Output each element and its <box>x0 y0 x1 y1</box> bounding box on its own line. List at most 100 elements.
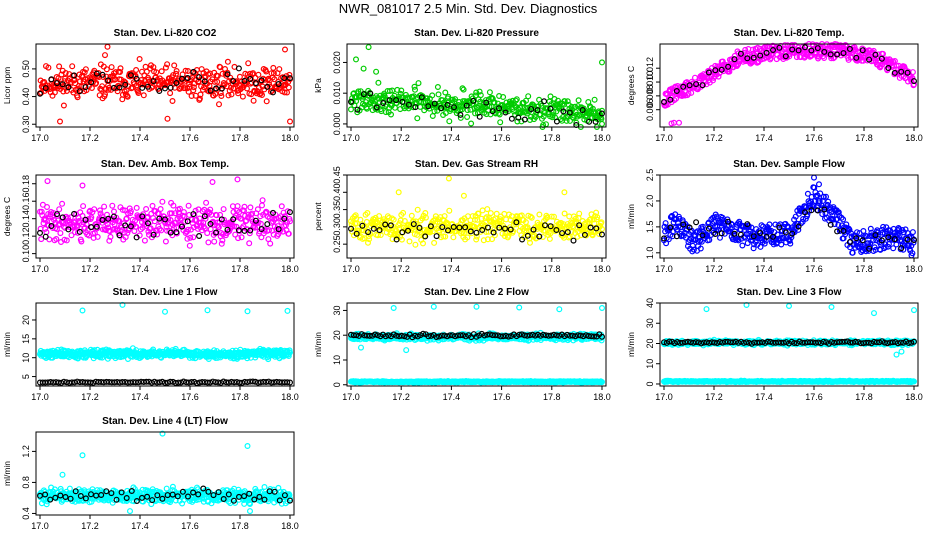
reference-point <box>731 56 738 63</box>
x-tick-label: 17.8 <box>543 264 561 274</box>
outlier-point <box>598 305 605 312</box>
y-tick-label: 0.30 <box>332 218 342 236</box>
data-point <box>42 216 49 223</box>
data-point <box>77 87 84 94</box>
y-axis-label: ml/min <box>313 332 323 357</box>
data-point <box>110 208 117 215</box>
reference-point <box>287 209 294 216</box>
data-point <box>186 242 193 249</box>
outlier-point <box>810 174 817 181</box>
reference-point <box>179 75 186 82</box>
data-point <box>497 119 504 126</box>
reference-point <box>264 83 271 90</box>
data-point <box>56 63 63 70</box>
data-point <box>141 237 148 244</box>
reference-point <box>508 115 515 122</box>
data-point <box>442 233 449 240</box>
data-point <box>540 113 547 120</box>
data-point <box>135 89 142 96</box>
data-point <box>744 240 751 247</box>
data-point <box>101 203 108 210</box>
reference-point <box>201 78 208 85</box>
data-point <box>218 240 225 247</box>
plot-frame <box>346 302 607 387</box>
y-axis-label: percent <box>313 202 323 231</box>
data-point <box>525 93 532 100</box>
reference-point <box>521 116 528 123</box>
reference-point <box>846 45 853 52</box>
chart-title: Stan. Dev. Li-820 Pressure <box>414 28 539 39</box>
data-point <box>185 202 192 209</box>
reference-point <box>885 64 892 71</box>
data-point <box>277 227 284 234</box>
data-point <box>246 230 253 237</box>
data-points <box>348 175 605 248</box>
data-point <box>536 211 543 218</box>
data-point <box>910 81 917 88</box>
reference-point <box>534 107 541 114</box>
data-point <box>255 71 262 78</box>
reference-point <box>515 114 522 121</box>
data-point <box>259 197 266 204</box>
x-tick-label: 17.6 <box>181 264 199 274</box>
chart-title: Stan. Dev. Li-820 Temp. <box>734 28 845 39</box>
y-tick-label: 10 <box>21 353 31 363</box>
reference-point <box>693 81 700 88</box>
data-point <box>109 202 116 209</box>
data-point <box>830 55 837 62</box>
data-point <box>219 237 226 244</box>
y-tick-label: 0.020 <box>332 51 342 74</box>
data-point <box>96 92 103 99</box>
x-tick-label: 17.6 <box>181 133 199 143</box>
reference-point <box>725 63 732 70</box>
reference-point <box>705 69 712 76</box>
data-point <box>276 66 283 73</box>
reference-point <box>93 223 100 230</box>
y-tick-label: 0.010 <box>332 82 342 105</box>
data-point <box>162 238 169 245</box>
data-point <box>408 212 415 219</box>
reference-point <box>156 87 163 94</box>
data-point <box>190 87 197 94</box>
data-point <box>124 93 131 100</box>
x-tick-label: 17.2 <box>392 133 410 143</box>
data-point <box>226 78 233 85</box>
data-points <box>660 174 917 259</box>
data-point <box>216 101 223 108</box>
x-tick-label: 17.8 <box>543 133 561 143</box>
data-point <box>568 103 575 110</box>
data-point <box>159 198 166 205</box>
reference-point <box>99 71 106 78</box>
data-point <box>167 217 174 224</box>
y-tick-label: 0.30 <box>21 115 31 133</box>
data-point <box>412 86 419 93</box>
data-point <box>154 231 161 238</box>
data-point <box>479 207 486 214</box>
data-point <box>147 225 154 232</box>
y-tick-label: 20 <box>332 330 342 340</box>
reference-point <box>776 44 783 51</box>
data-points <box>660 302 917 386</box>
reference-point <box>270 89 277 96</box>
reference-point <box>184 74 191 81</box>
reference-point <box>579 106 586 113</box>
data-point <box>214 72 221 79</box>
reference-point <box>859 47 866 54</box>
reference-point <box>418 94 425 101</box>
data-point <box>398 87 405 94</box>
data-point <box>263 98 270 105</box>
x-tick-label: 17.0 <box>342 264 360 274</box>
reference-point <box>393 97 400 104</box>
reference-point <box>744 55 751 62</box>
outlier-point <box>79 307 86 314</box>
data-point <box>142 63 149 70</box>
outlier-point <box>162 308 169 315</box>
reference-point <box>673 87 680 94</box>
reference-point <box>757 52 764 59</box>
outlier-point <box>244 308 251 315</box>
outlier-point <box>101 52 108 59</box>
data-point <box>270 64 277 71</box>
data-point <box>446 118 453 125</box>
chart-title: Stan. Dev. Line 3 Flow <box>737 287 842 298</box>
